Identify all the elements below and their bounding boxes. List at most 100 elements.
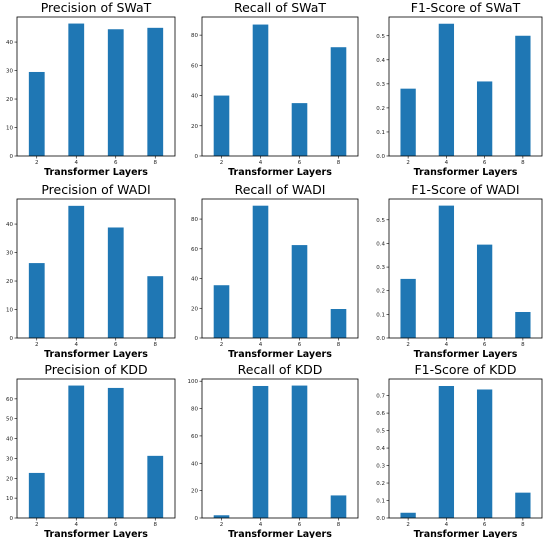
x-tick-label: 4 xyxy=(259,522,263,528)
bar-8 xyxy=(147,276,164,338)
bar-6 xyxy=(107,227,124,338)
bar-4 xyxy=(68,205,85,338)
chart-panel-1: Precision of SWaT 2 4 6 8 0 10 20 30 40 Transforme… xyxy=(6,0,176,178)
bar-8 xyxy=(515,311,531,338)
y-tick-label: 0 xyxy=(10,154,14,160)
bar-2 xyxy=(400,278,416,338)
y-tick-label: 0.1 xyxy=(376,312,385,318)
x-tick-label: 4 xyxy=(75,160,79,166)
y-tick-label: 20 xyxy=(6,476,13,482)
y-tick-label: 0.0 xyxy=(376,516,385,522)
y-tick-label: 80 xyxy=(191,33,198,39)
x-tick-label: 6 xyxy=(114,342,118,348)
x-tick-label: 6 xyxy=(483,160,487,166)
y-tick-label: 20 xyxy=(6,97,13,103)
bar-6 xyxy=(476,244,493,338)
x-tick-label: 8 xyxy=(337,522,341,528)
bar-8 xyxy=(147,27,164,156)
y-tick-label: 0.6 xyxy=(376,411,385,417)
y-tick-label: 80 xyxy=(191,217,198,223)
plot-frame xyxy=(388,16,543,157)
y-tick-label: 30 xyxy=(6,251,13,257)
chart-panel-9: F1-Score of KDD 2 4 6 8 0.0 0.1 0.2 0.3 0.4 0.5 0.6… xyxy=(376,362,543,538)
x-tick-label: 2 xyxy=(220,522,224,528)
bar-4 xyxy=(438,205,455,338)
x-tick-label: 6 xyxy=(298,160,302,166)
plot-frame xyxy=(16,16,176,157)
y-tick-label: 0.4 xyxy=(376,58,385,64)
y-tick-label: 80 xyxy=(191,407,198,413)
x-tick-label: 8 xyxy=(521,342,525,348)
x-tick-label: 4 xyxy=(75,522,79,528)
x-tick-label: 2 xyxy=(35,342,39,348)
y-tick-label: 0.2 xyxy=(376,481,385,487)
plot-frame xyxy=(388,378,543,519)
chart-title: Precision of SWaT xyxy=(41,0,152,15)
y-tick-label: 30 xyxy=(6,456,13,462)
bar-8 xyxy=(515,35,531,157)
x-axis-label: Transformer Layers xyxy=(228,529,332,538)
y-tick-label: 10 xyxy=(6,496,13,502)
bar-6 xyxy=(291,103,308,156)
y-tick-label: 20 xyxy=(191,306,198,312)
bar-2 xyxy=(28,472,45,518)
plot-frame xyxy=(16,378,176,519)
bar-6 xyxy=(107,29,124,156)
x-tick-label: 4 xyxy=(445,342,449,348)
y-tick-label: 60 xyxy=(191,247,198,253)
chart-title: Recall of KDD xyxy=(238,362,323,377)
x-tick-label: 8 xyxy=(337,160,341,166)
y-tick-label: 0.2 xyxy=(376,289,385,295)
bar-2 xyxy=(28,263,45,338)
y-tick-label: 0.1 xyxy=(376,499,385,505)
x-axis-label: Transformer Layers xyxy=(228,167,332,178)
x-tick-label: 2 xyxy=(406,522,410,528)
y-tick-label: 10 xyxy=(6,308,13,314)
y-tick-label: 20 xyxy=(191,124,198,130)
x-tick-label: 6 xyxy=(298,342,302,348)
chart-panel-7: Precision of KDD 2 4 6 8 0 10 20 30 40 50 60 Transfo… xyxy=(6,362,176,538)
x-tick-label: 4 xyxy=(445,522,449,528)
chart-title: Recall of SWaT xyxy=(234,0,326,15)
plot-frame xyxy=(388,198,543,339)
y-tick-label: 0.5 xyxy=(376,34,385,40)
x-tick-label: 8 xyxy=(521,160,525,166)
y-tick-label: 0.3 xyxy=(376,464,385,470)
plot-frame xyxy=(201,378,359,519)
plot-frame xyxy=(201,16,359,157)
chart-title: Recall of WADI xyxy=(235,182,326,197)
x-axis-label: Transformer Layers xyxy=(414,529,518,538)
y-tick-label: 0 xyxy=(10,336,14,342)
bar-4 xyxy=(68,23,85,157)
x-axis-label: Transformer Layers xyxy=(228,349,332,360)
x-tick-label: 4 xyxy=(445,160,449,166)
x-axis-label: Transformer Layers xyxy=(44,167,148,178)
bar-8 xyxy=(330,47,347,156)
bar-6 xyxy=(476,81,493,156)
bar-4 xyxy=(252,24,269,156)
chart-panel-3: F1-Score of SWaT 2 4 6 8 0.0 0.1 0.2 0.3 0.4 0.5 Tr… xyxy=(376,0,543,178)
chart-title: Precision of WADI xyxy=(41,182,150,197)
plot-frame xyxy=(16,198,176,339)
y-tick-label: 0 xyxy=(10,516,14,522)
y-tick-label: 60 xyxy=(191,434,198,440)
y-tick-label: 60 xyxy=(191,63,198,69)
y-tick-label: 0.1 xyxy=(376,130,385,136)
chart-title: F1-Score of SWaT xyxy=(411,0,521,15)
plot-frame xyxy=(201,198,359,339)
y-tick-label: 0.4 xyxy=(376,446,385,452)
x-tick-label: 2 xyxy=(406,160,410,166)
bar-4 xyxy=(252,205,269,338)
x-axis-label: Transformer Layers xyxy=(44,349,148,360)
bar-8 xyxy=(515,492,531,518)
x-tick-label: 2 xyxy=(35,160,39,166)
x-tick-label: 6 xyxy=(483,342,487,348)
x-axis-label: Transformer Layers xyxy=(44,529,148,538)
y-tick-label: 0.7 xyxy=(376,394,385,400)
chart-title: F1-Score of KDD xyxy=(414,362,516,377)
x-tick-label: 4 xyxy=(259,342,263,348)
x-axis-label: Transformer Layers xyxy=(414,349,518,360)
